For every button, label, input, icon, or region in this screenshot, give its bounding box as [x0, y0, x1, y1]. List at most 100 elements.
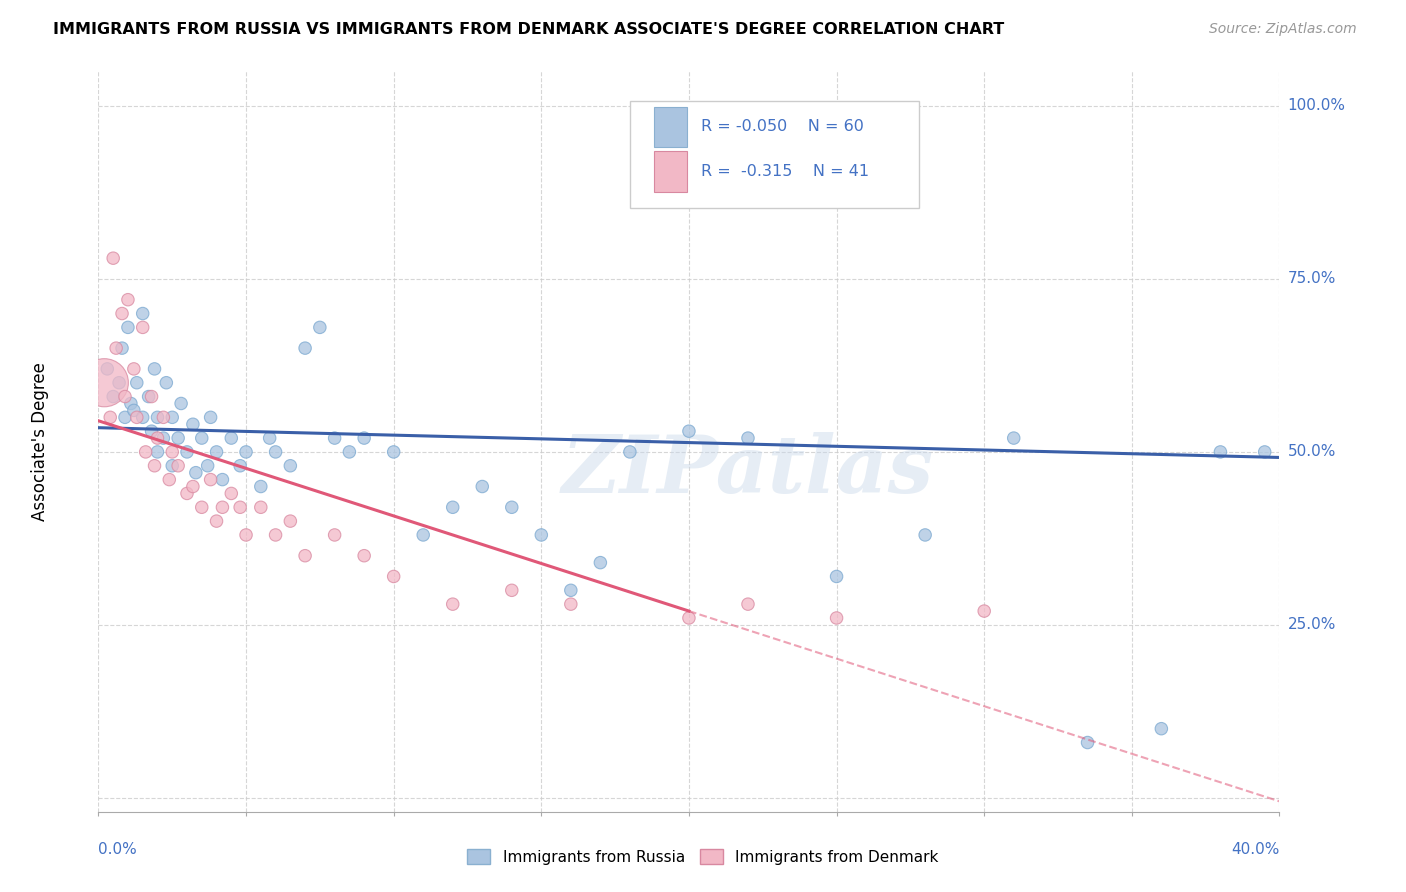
- Point: [111, 341, 134, 355]
- Point: [309, 320, 332, 334]
- Point: [678, 611, 700, 625]
- Point: [211, 500, 233, 515]
- Point: [280, 514, 302, 528]
- Point: [1150, 722, 1173, 736]
- Point: [1209, 445, 1232, 459]
- Point: [353, 549, 375, 563]
- Point: [114, 410, 136, 425]
- Point: [501, 583, 523, 598]
- Point: [235, 445, 257, 459]
- Point: [155, 376, 177, 390]
- Point: [146, 445, 169, 459]
- Point: [1077, 735, 1099, 749]
- Point: [132, 320, 155, 334]
- Text: R = -0.050    N = 60: R = -0.050 N = 60: [700, 120, 863, 135]
- Point: [146, 410, 169, 425]
- Point: [235, 528, 257, 542]
- Point: [501, 500, 523, 515]
- Point: [323, 431, 346, 445]
- Point: [125, 376, 148, 390]
- Point: [1002, 431, 1025, 445]
- Point: [125, 410, 148, 425]
- Text: R =  -0.315    N = 41: R = -0.315 N = 41: [700, 164, 869, 178]
- Point: [221, 431, 243, 445]
- Point: [181, 479, 204, 493]
- Point: [441, 597, 464, 611]
- Point: [211, 473, 233, 487]
- Text: 25.0%: 25.0%: [1288, 617, 1336, 632]
- Point: [122, 403, 145, 417]
- Legend: Immigrants from Russia, Immigrants from Denmark: Immigrants from Russia, Immigrants from …: [461, 843, 945, 871]
- Point: [737, 431, 759, 445]
- Bar: [654, 106, 686, 147]
- Point: [122, 362, 145, 376]
- Point: [176, 486, 198, 500]
- Point: [229, 458, 252, 473]
- Point: [181, 417, 204, 432]
- Point: [200, 473, 222, 487]
- Point: [108, 376, 131, 390]
- Point: [141, 424, 163, 438]
- Text: 0.0%: 0.0%: [98, 842, 138, 857]
- Point: [678, 424, 700, 438]
- Point: [264, 445, 287, 459]
- Point: [382, 569, 405, 583]
- Point: [132, 410, 155, 425]
- Point: [141, 390, 163, 404]
- Text: 75.0%: 75.0%: [1288, 271, 1336, 286]
- Point: [737, 597, 759, 611]
- Point: [143, 362, 166, 376]
- Text: ZIPatlas: ZIPatlas: [562, 433, 934, 510]
- Point: [93, 376, 115, 390]
- Point: [167, 431, 190, 445]
- Text: IMMIGRANTS FROM RUSSIA VS IMMIGRANTS FROM DENMARK ASSOCIATE'S DEGREE CORRELATION: IMMIGRANTS FROM RUSSIA VS IMMIGRANTS FRO…: [53, 22, 1005, 37]
- Point: [152, 410, 174, 425]
- Point: [250, 500, 273, 515]
- Point: [114, 390, 136, 404]
- Point: [339, 445, 361, 459]
- Point: [530, 528, 553, 542]
- Point: [200, 410, 222, 425]
- Point: [135, 445, 157, 459]
- Point: [825, 611, 848, 625]
- Point: [914, 528, 936, 542]
- Point: [294, 341, 316, 355]
- Point: [441, 500, 464, 515]
- Point: [353, 431, 375, 445]
- Text: 50.0%: 50.0%: [1288, 444, 1336, 459]
- Point: [471, 479, 494, 493]
- Point: [162, 458, 183, 473]
- Point: [205, 514, 228, 528]
- Point: [143, 458, 166, 473]
- Point: [382, 445, 405, 459]
- Point: [105, 341, 128, 355]
- Point: [250, 479, 273, 493]
- Point: [197, 458, 219, 473]
- Point: [973, 604, 995, 618]
- Point: [98, 410, 121, 425]
- FancyBboxPatch shape: [630, 101, 920, 209]
- Point: [167, 458, 190, 473]
- Bar: [654, 151, 686, 192]
- Point: [229, 500, 252, 515]
- Point: [152, 431, 174, 445]
- Y-axis label: Associate's Degree: Associate's Degree: [31, 362, 49, 521]
- Point: [825, 569, 848, 583]
- Point: [120, 396, 142, 410]
- Point: [96, 362, 118, 376]
- Point: [560, 597, 582, 611]
- Point: [280, 458, 302, 473]
- Text: 40.0%: 40.0%: [1232, 842, 1279, 857]
- Point: [146, 431, 169, 445]
- Point: [412, 528, 434, 542]
- Point: [132, 306, 155, 320]
- Point: [221, 486, 243, 500]
- Point: [138, 390, 160, 404]
- Point: [176, 445, 198, 459]
- Point: [170, 396, 193, 410]
- Point: [162, 410, 183, 425]
- Point: [589, 556, 612, 570]
- Text: Source: ZipAtlas.com: Source: ZipAtlas.com: [1209, 22, 1357, 37]
- Point: [117, 293, 139, 307]
- Point: [111, 306, 134, 320]
